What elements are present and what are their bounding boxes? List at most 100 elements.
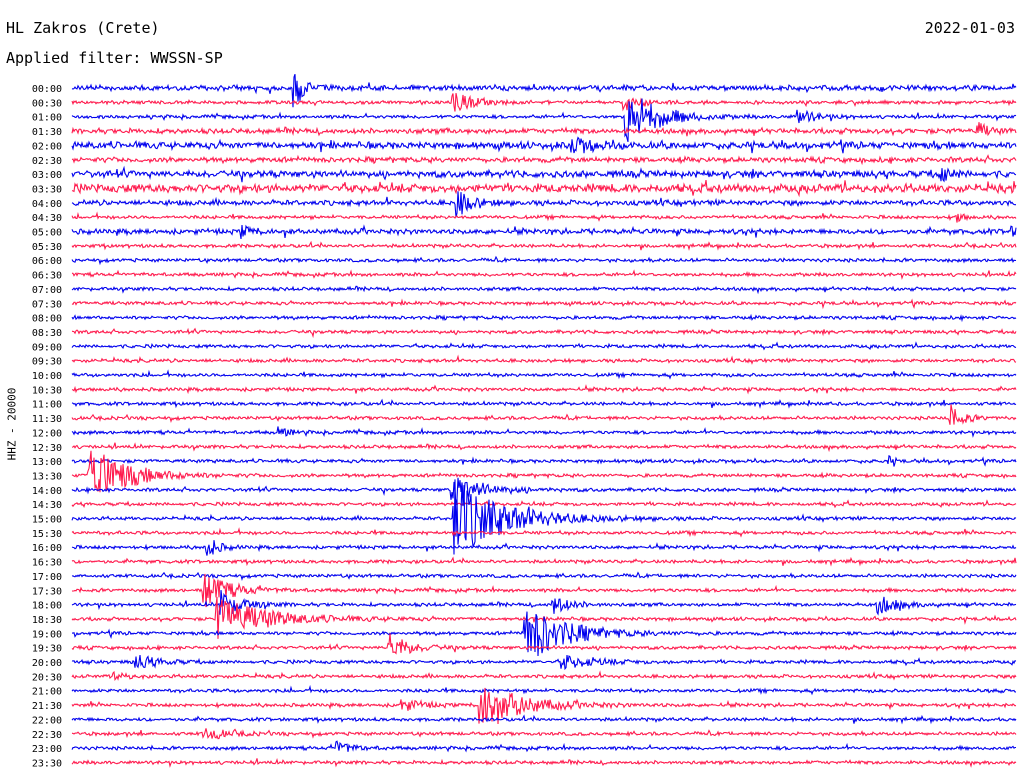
row-time-label: 07:30 <box>32 299 62 310</box>
row-time-label: 01:00 <box>32 113 62 124</box>
trace-row <box>71 240 1017 251</box>
row-time-label: 09:00 <box>32 342 62 353</box>
trace-row <box>71 571 1017 581</box>
trace-row <box>71 455 1017 467</box>
row-time-label: 03:30 <box>32 184 62 195</box>
row-time-label: 04:00 <box>32 199 62 210</box>
row-time-label: 23:30 <box>32 758 62 769</box>
trace-row <box>71 687 1017 725</box>
row-time-label: 22:30 <box>32 730 62 741</box>
station-title: HL Zakros (Crete) <box>6 19 160 37</box>
trace-row <box>71 655 1017 671</box>
row-time-label: 10:00 <box>32 371 62 382</box>
row-time-label: 17:30 <box>32 586 62 597</box>
trace-row <box>71 714 1017 725</box>
row-time-label: 15:00 <box>32 515 62 526</box>
trace-row <box>71 269 1017 280</box>
row-time-label: 03:00 <box>32 170 62 181</box>
trace-row <box>71 633 1017 655</box>
trace-row <box>71 255 1017 266</box>
trace-row <box>71 74 1017 108</box>
trace-row <box>71 477 1017 506</box>
trace-row <box>71 398 1017 409</box>
row-time-label: 16:30 <box>32 558 62 569</box>
row-time-label: 20:00 <box>32 658 62 669</box>
filter-label: Applied filter: WWSSN-SP <box>6 49 223 67</box>
row-time-label: 04:30 <box>32 213 62 224</box>
row-time-label: 15:30 <box>32 529 62 540</box>
row-time-label: 22:00 <box>32 715 62 726</box>
trace-row <box>71 98 1017 142</box>
row-time-label: 18:30 <box>32 615 62 626</box>
trace-row <box>71 573 1017 608</box>
row-time-label: 13:00 <box>32 457 62 468</box>
trace-row <box>71 122 1017 137</box>
trace-row <box>71 757 1017 768</box>
trace-row <box>71 327 1017 339</box>
trace-row <box>71 670 1017 681</box>
row-time-label: 14:00 <box>32 486 62 497</box>
row-time-label: 06:00 <box>32 256 62 267</box>
trace-row <box>71 341 1017 351</box>
row-time-label: 00:30 <box>32 98 62 109</box>
trace-row <box>71 596 1017 639</box>
trace-row <box>71 450 1017 493</box>
trace-row <box>71 191 1016 218</box>
trace-row <box>71 426 1017 438</box>
trace-row <box>71 556 1017 567</box>
row-time-label: 07:00 <box>32 285 62 296</box>
trace-row <box>71 369 1017 380</box>
row-time-label: 14:30 <box>32 500 62 511</box>
trace-row <box>71 479 1017 555</box>
trace-row <box>71 354 1017 365</box>
row-time-label: 02:00 <box>32 141 62 152</box>
row-time-label: 09:30 <box>32 357 62 368</box>
row-time-label: 05:00 <box>32 228 62 239</box>
row-time-label: 12:30 <box>32 443 62 454</box>
row-time-label: 11:00 <box>32 400 62 411</box>
row-time-label: 19:30 <box>32 644 62 655</box>
row-time-label: 21:00 <box>32 687 62 698</box>
trace-row <box>71 590 1017 616</box>
row-time-label: 21:30 <box>32 701 62 712</box>
trace-row <box>71 165 1017 183</box>
trace-row <box>71 527 1017 538</box>
trace-row <box>71 92 1017 112</box>
trace-row <box>71 224 1017 239</box>
trace-row <box>71 442 1017 453</box>
trace-row <box>72 611 1017 657</box>
row-time-label: 23:00 <box>32 744 62 755</box>
trace-row <box>71 298 1017 310</box>
row-time-label: 00:00 <box>32 84 62 95</box>
row-time-label: 01:30 <box>32 127 62 138</box>
row-time-label: 13:30 <box>32 471 62 482</box>
trace-row <box>71 404 1017 425</box>
row-time-label: 02:30 <box>32 156 62 167</box>
trace-row <box>71 384 1017 395</box>
row-time-label: 18:00 <box>32 601 62 612</box>
row-time-label: 05:30 <box>32 242 62 253</box>
trace-row <box>71 136 1017 154</box>
row-time-label: 08:30 <box>32 328 62 339</box>
trace-row <box>71 728 1017 740</box>
trace-row <box>71 313 1017 323</box>
record-date: 2022-01-03 <box>924 19 1015 37</box>
trace-row <box>71 540 1017 556</box>
row-time-label: 20:30 <box>32 672 62 683</box>
trace-row <box>71 154 1017 166</box>
row-time-label: 11:30 <box>32 414 62 425</box>
row-time-label: 19:00 <box>32 629 62 640</box>
row-time-label: 17:00 <box>32 572 62 583</box>
row-time-label: 12:00 <box>32 428 62 439</box>
trace-row <box>71 740 1016 753</box>
trace-row <box>71 285 1017 295</box>
row-time-label: 06:30 <box>32 271 62 282</box>
row-time-label: 10:30 <box>32 385 62 396</box>
row-time-label: 16:00 <box>32 543 62 554</box>
trace-row <box>71 180 1017 198</box>
trace-row <box>71 499 1017 509</box>
trace-row <box>71 684 1016 696</box>
row-time-label: 08:00 <box>32 314 62 325</box>
trace-row <box>71 211 1017 223</box>
